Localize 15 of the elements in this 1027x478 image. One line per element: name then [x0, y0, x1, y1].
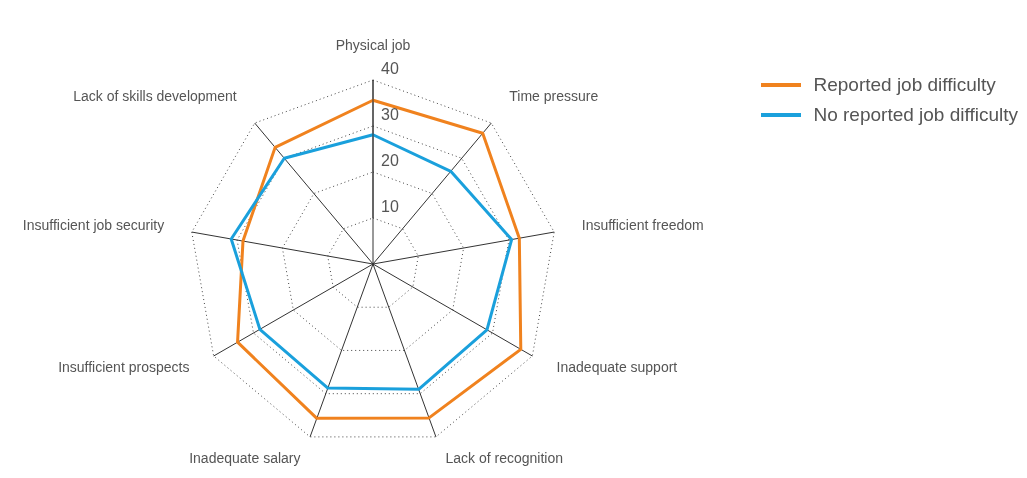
spoke-label: Inadequate support	[556, 358, 678, 375]
spoke-label: Lack of recognition	[445, 450, 564, 467]
spoke-label: Insufficient freedom	[581, 216, 704, 233]
legend-label: Reported job difficulty	[813, 74, 996, 96]
spoke-label: Insufficient job security	[22, 216, 165, 233]
y-tick-label: 40	[381, 60, 399, 77]
y-tick-label: 20	[381, 152, 399, 169]
spoke-label: Insufficient prospects	[58, 358, 190, 375]
y-tick-label: 10	[381, 198, 399, 215]
spoke-label: Time pressure	[509, 87, 599, 104]
legend-label: No reported job difficulty	[813, 104, 1018, 126]
spoke-label: Physical job	[335, 36, 411, 53]
spoke-label: Inadequate salary	[189, 450, 301, 467]
spoke-label: Lack of skills development	[73, 87, 237, 104]
y-tick-label: 30	[381, 106, 399, 123]
